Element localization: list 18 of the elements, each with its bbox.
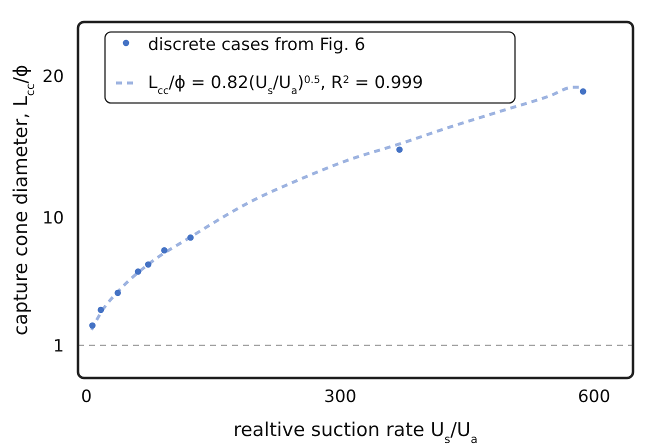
y-tick-label: 10 (42, 208, 64, 229)
point (98, 306, 104, 314)
y-tick-label: 1 (53, 336, 64, 356)
y-tick-label: 20 (42, 66, 64, 87)
point (396, 146, 403, 153)
x-tick-label: 0 (81, 387, 92, 407)
point (89, 322, 96, 329)
x-axis-title: realtive suction rate U$_{s}$/U$_{a}$ (233, 419, 478, 446)
point (161, 247, 168, 254)
point (114, 290, 121, 296)
point (134, 268, 142, 275)
text: L$_{cc}$/ϕ = 0.82(U$_{s}$/U$_{a}$)$^{0.5}$, R$^{2}$ = 0.999 (148, 73, 424, 96)
x-tick-label: 600 (578, 387, 610, 407)
point (187, 234, 194, 241)
x-tick-label: 300 (324, 387, 356, 407)
legend-label: discrete cases from Fig. 6 (148, 35, 366, 55)
point (580, 88, 586, 95)
point (145, 261, 152, 268)
